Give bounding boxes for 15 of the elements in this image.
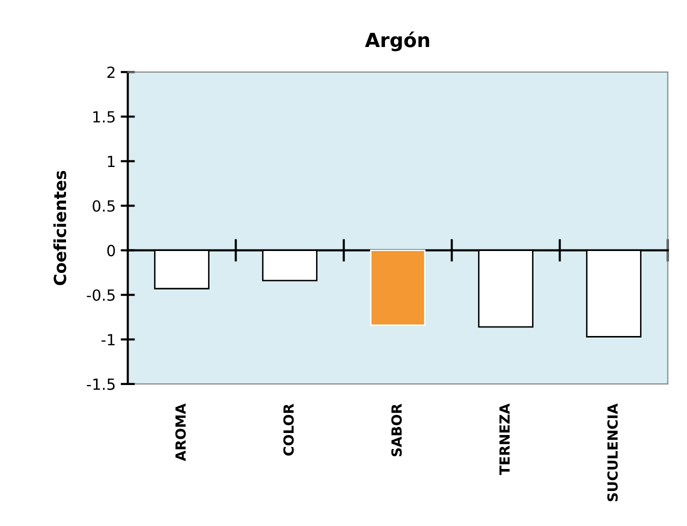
x-tick-label: AROMA — [175, 403, 186, 462]
y-tick-label: -1 — [101, 334, 115, 346]
y-axis-title: Coeficientes — [53, 170, 66, 286]
x-tick-label: COLOR — [283, 404, 294, 456]
x-tick-label: TERNEZA — [499, 403, 510, 475]
y-tick-label: -0.5 — [86, 289, 115, 301]
y-tick-label: 1 — [108, 156, 115, 167]
x-tick-label: SABOR — [391, 404, 402, 456]
chart-title: Argón — [364, 32, 430, 52]
y-tick-label: 1.5 — [93, 111, 115, 123]
y-tick-label: 0.5 — [92, 200, 115, 212]
y-tick-label: 0 — [107, 244, 115, 256]
y-tick-label: 2 — [107, 66, 114, 78]
y-tick-label: -1.5 — [86, 378, 115, 390]
x-tick-label: SUCULENCIA — [607, 403, 618, 502]
